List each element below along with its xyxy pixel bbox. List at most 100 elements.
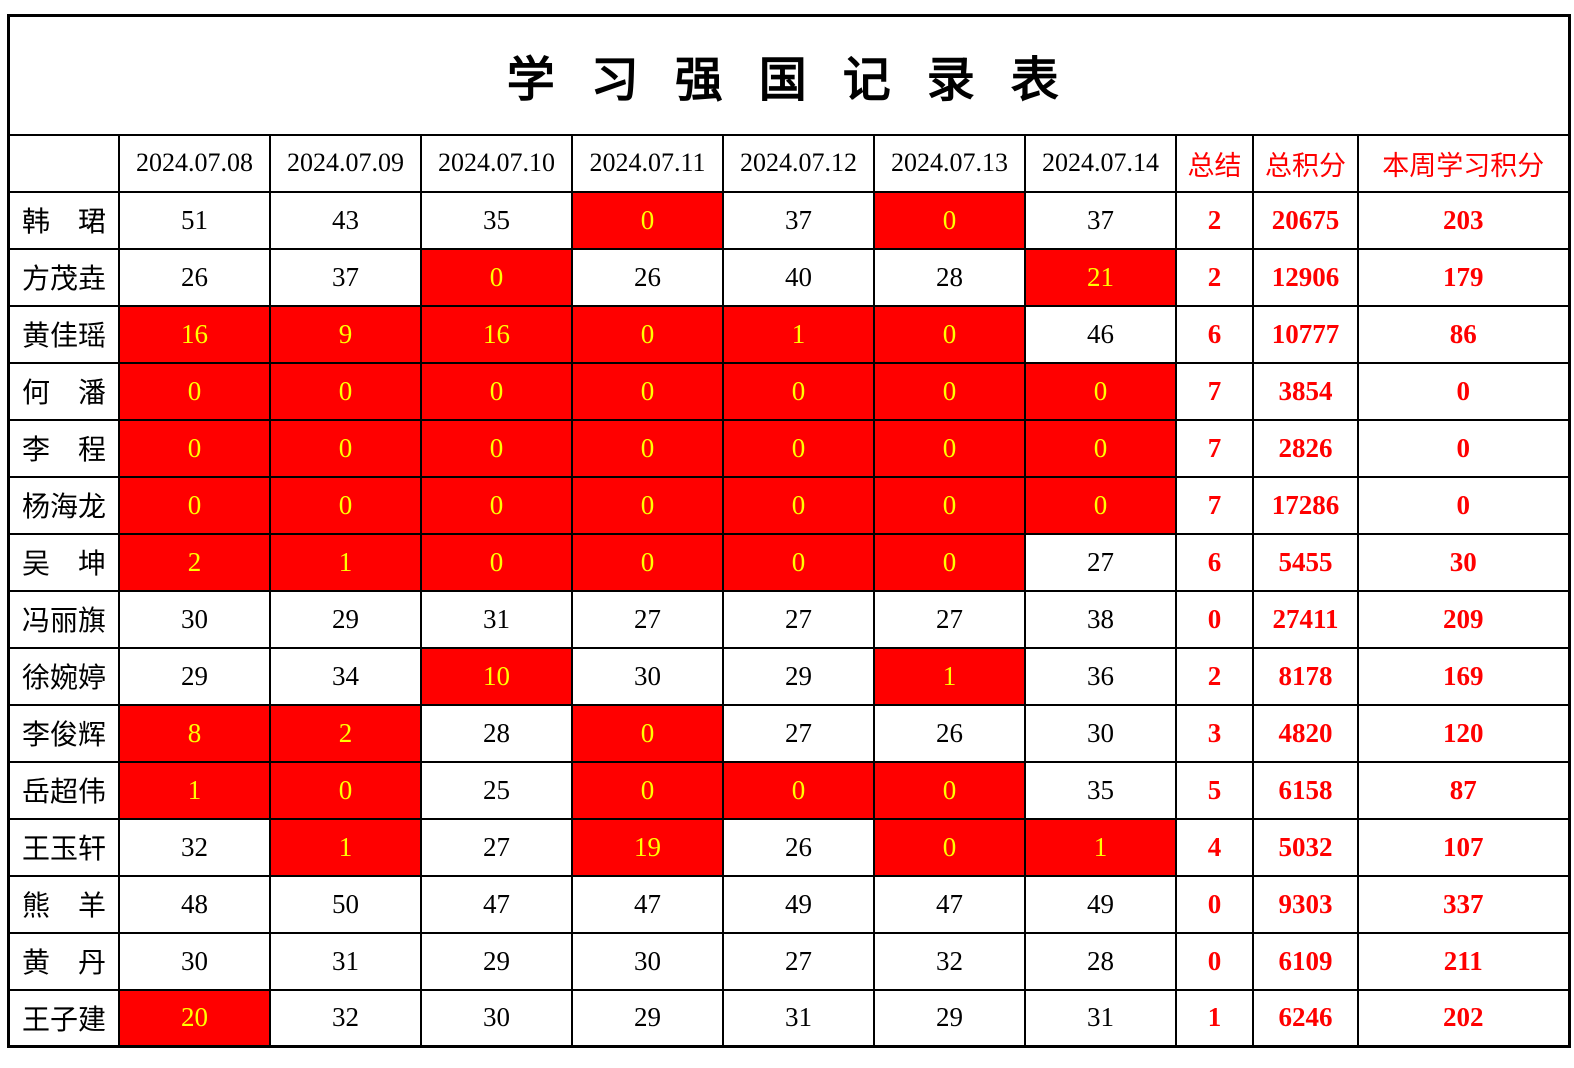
day-score-cell-highlighted: 0 bbox=[571, 760, 725, 820]
summary-cell: 6 bbox=[1175, 532, 1255, 592]
week-score-cell: 0 bbox=[1357, 418, 1571, 478]
table-row: 黄佳瑶 16 9 16 0 1 0 46 6 10777 86 bbox=[7, 304, 1571, 364]
date-header-1: 2024.07.08 bbox=[118, 133, 272, 193]
name-cell: 韩 珺 bbox=[7, 190, 121, 250]
summary-cell: 7 bbox=[1175, 361, 1255, 421]
day-score-cell: 25 bbox=[420, 760, 574, 820]
day-score-cell: 27 bbox=[1024, 532, 1178, 592]
day-score-cell: 37 bbox=[1024, 190, 1178, 250]
summary-cell: 0 bbox=[1175, 874, 1255, 934]
total-score-cell: 27411 bbox=[1252, 589, 1360, 649]
name-cell: 王子建 bbox=[7, 988, 121, 1048]
day-score-cell-highlighted: 0 bbox=[571, 190, 725, 250]
name-cell: 黄 丹 bbox=[7, 931, 121, 991]
day-score-cell-highlighted: 0 bbox=[420, 532, 574, 592]
summary-cell: 2 bbox=[1175, 190, 1255, 250]
table-row: 王子建 20 32 30 29 31 29 31 1 6246 202 bbox=[7, 988, 1571, 1048]
day-score-cell: 49 bbox=[1024, 874, 1178, 934]
day-score-cell: 32 bbox=[269, 988, 423, 1048]
day-score-cell: 29 bbox=[118, 646, 272, 706]
day-score-cell: 27 bbox=[420, 817, 574, 877]
day-score-cell-highlighted: 0 bbox=[571, 304, 725, 364]
week-score-cell: 87 bbox=[1357, 760, 1571, 820]
name-cell: 黄佳瑶 bbox=[7, 304, 121, 364]
day-score-cell-highlighted: 0 bbox=[873, 190, 1027, 250]
table-title: 学 习 强 国 记 录 表 bbox=[7, 14, 1571, 136]
day-score-cell: 29 bbox=[269, 589, 423, 649]
total-score-cell: 6158 bbox=[1252, 760, 1360, 820]
name-cell: 李 程 bbox=[7, 418, 121, 478]
day-score-cell-highlighted: 0 bbox=[722, 418, 876, 478]
day-score-cell: 27 bbox=[722, 703, 876, 763]
day-score-cell-highlighted: 0 bbox=[873, 817, 1027, 877]
day-score-cell: 35 bbox=[420, 190, 574, 250]
total-score-cell: 6246 bbox=[1252, 988, 1360, 1048]
day-score-cell-highlighted: 0 bbox=[873, 361, 1027, 421]
day-score-cell-highlighted: 20 bbox=[118, 988, 272, 1048]
summary-cell: 0 bbox=[1175, 589, 1255, 649]
day-score-cell: 30 bbox=[420, 988, 574, 1048]
day-score-cell-highlighted: 1 bbox=[873, 646, 1027, 706]
total-score-cell: 2826 bbox=[1252, 418, 1360, 478]
table-row: 韩 珺 51 43 35 0 37 0 37 2 20675 203 bbox=[7, 190, 1571, 250]
date-header-3: 2024.07.10 bbox=[420, 133, 574, 193]
summary-cell: 1 bbox=[1175, 988, 1255, 1048]
day-score-cell-highlighted: 0 bbox=[571, 361, 725, 421]
day-score-cell: 40 bbox=[722, 247, 876, 307]
day-score-cell: 48 bbox=[118, 874, 272, 934]
day-score-cell: 43 bbox=[269, 190, 423, 250]
day-score-cell-highlighted: 0 bbox=[269, 475, 423, 535]
total-score-cell: 8178 bbox=[1252, 646, 1360, 706]
day-score-cell-highlighted: 0 bbox=[118, 475, 272, 535]
week-score-cell: 169 bbox=[1357, 646, 1571, 706]
week-score-cell: 0 bbox=[1357, 475, 1571, 535]
day-score-cell-highlighted: 0 bbox=[1024, 475, 1178, 535]
day-score-cell-highlighted: 0 bbox=[722, 475, 876, 535]
total-score-cell: 6109 bbox=[1252, 931, 1360, 991]
week-score-cell: 0 bbox=[1357, 361, 1571, 421]
day-score-cell: 32 bbox=[118, 817, 272, 877]
total-score-header: 总积分 bbox=[1252, 133, 1360, 193]
day-score-cell-highlighted: 1 bbox=[118, 760, 272, 820]
table-row: 熊 羊 48 50 47 47 49 47 49 0 9303 337 bbox=[7, 874, 1571, 934]
day-score-cell-highlighted: 16 bbox=[118, 304, 272, 364]
total-score-cell: 12906 bbox=[1252, 247, 1360, 307]
summary-cell: 2 bbox=[1175, 247, 1255, 307]
day-score-cell-highlighted: 0 bbox=[420, 247, 574, 307]
table-row: 杨海龙 0 0 0 0 0 0 0 7 17286 0 bbox=[7, 475, 1571, 535]
name-cell: 岳超伟 bbox=[7, 760, 121, 820]
table-body: 韩 珺 51 43 35 0 37 0 37 2 20675 203 方茂垚 26 37 0 26 40 28 21… bbox=[7, 190, 1571, 1048]
week-score-cell: 86 bbox=[1357, 304, 1571, 364]
date-header-5: 2024.07.12 bbox=[722, 133, 876, 193]
day-score-cell-highlighted: 0 bbox=[873, 532, 1027, 592]
date-header-7: 2024.07.14 bbox=[1024, 133, 1178, 193]
summary-header: 总结 bbox=[1175, 133, 1255, 193]
name-cell: 徐婉婷 bbox=[7, 646, 121, 706]
day-score-cell-highlighted: 9 bbox=[269, 304, 423, 364]
week-score-header: 本周学习积分 bbox=[1357, 133, 1571, 193]
name-cell: 杨海龙 bbox=[7, 475, 121, 535]
name-cell: 王玉轩 bbox=[7, 817, 121, 877]
day-score-cell: 29 bbox=[722, 646, 876, 706]
day-score-cell: 28 bbox=[420, 703, 574, 763]
day-score-cell: 30 bbox=[1024, 703, 1178, 763]
table-row: 李 程 0 0 0 0 0 0 0 7 2826 0 bbox=[7, 418, 1571, 478]
day-score-cell-highlighted: 0 bbox=[722, 532, 876, 592]
day-score-cell-highlighted: 2 bbox=[269, 703, 423, 763]
study-record-table: 学 习 强 国 记 录 表 2024.07.08 2024.07.09 2024… bbox=[7, 14, 1571, 1048]
summary-cell: 2 bbox=[1175, 646, 1255, 706]
day-score-cell-highlighted: 2 bbox=[118, 532, 272, 592]
day-score-cell: 27 bbox=[722, 931, 876, 991]
day-score-cell-highlighted: 0 bbox=[420, 475, 574, 535]
week-score-cell: 120 bbox=[1357, 703, 1571, 763]
name-cell: 熊 羊 bbox=[7, 874, 121, 934]
day-score-cell: 26 bbox=[571, 247, 725, 307]
week-score-cell: 209 bbox=[1357, 589, 1571, 649]
day-score-cell-highlighted: 1 bbox=[722, 304, 876, 364]
week-score-cell: 202 bbox=[1357, 988, 1571, 1048]
day-score-cell-highlighted: 0 bbox=[420, 361, 574, 421]
total-score-cell: 17286 bbox=[1252, 475, 1360, 535]
total-score-cell: 10777 bbox=[1252, 304, 1360, 364]
day-score-cell-highlighted: 0 bbox=[722, 760, 876, 820]
day-score-cell: 29 bbox=[420, 931, 574, 991]
